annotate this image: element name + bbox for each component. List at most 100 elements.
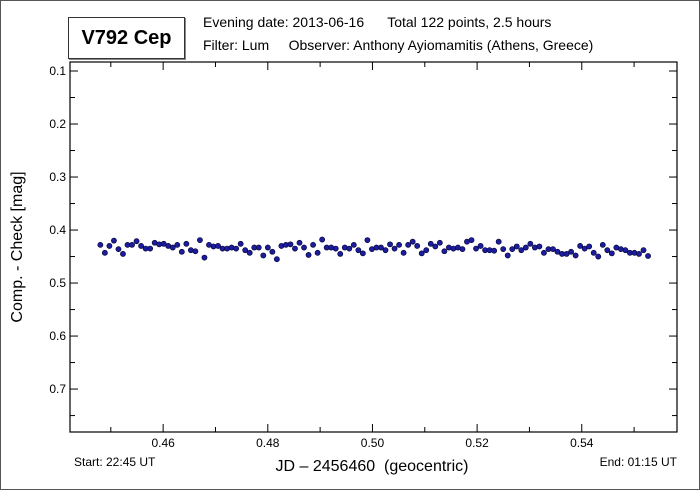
data-point <box>147 245 154 252</box>
data-point <box>405 241 412 248</box>
data-point <box>468 237 475 244</box>
data-point <box>192 248 199 255</box>
data-point <box>491 247 498 254</box>
y-tick-label: 0.4 <box>49 223 66 237</box>
data-point <box>287 241 294 248</box>
data-point <box>441 248 448 255</box>
data-point <box>459 246 466 253</box>
data-point <box>387 241 393 248</box>
data-point <box>378 244 384 251</box>
data-point <box>608 250 615 257</box>
data-point <box>500 246 507 253</box>
data-point <box>418 250 425 257</box>
data-point <box>473 245 479 252</box>
data-point <box>409 238 416 245</box>
data-point <box>246 249 253 256</box>
data-point <box>237 240 244 247</box>
data-point <box>477 243 484 249</box>
data-point <box>138 243 144 249</box>
header-line-date-points: Evening date: 2013-06-16 Total 122 point… <box>203 14 552 30</box>
data-point <box>595 253 602 260</box>
data-point <box>332 245 339 252</box>
data-point <box>636 250 642 257</box>
data-point <box>400 249 407 256</box>
data-point <box>264 244 271 251</box>
data-point <box>396 241 402 248</box>
y-tick-label: 0.3 <box>49 170 66 184</box>
data-point <box>518 247 525 254</box>
data-point <box>106 243 113 249</box>
data-point <box>586 243 593 250</box>
x-tick-label: 0.46 <box>151 436 175 450</box>
data-point <box>364 237 371 244</box>
y-tick-label: 0.5 <box>49 276 66 290</box>
data-point <box>436 239 443 246</box>
data-point <box>604 247 611 254</box>
data-point <box>201 254 208 261</box>
data-point <box>133 238 140 245</box>
y-tick-label: 0.7 <box>49 382 66 396</box>
plot-area-border <box>69 61 678 433</box>
data-point <box>509 246 516 253</box>
y-tick-label: 0.2 <box>49 117 66 131</box>
data-point <box>645 253 651 259</box>
y-tick-label: 0.1 <box>49 64 66 78</box>
data-point <box>350 241 357 248</box>
data-point <box>640 247 647 254</box>
data-point <box>301 244 307 251</box>
data-point <box>504 252 511 259</box>
data-point <box>233 245 240 252</box>
data-point <box>97 241 104 248</box>
data-point <box>242 247 249 254</box>
data-point <box>527 240 534 247</box>
data-point <box>536 243 543 250</box>
data-point <box>305 252 312 258</box>
data-point <box>414 243 421 249</box>
data-point <box>346 245 353 252</box>
data-point <box>296 239 303 246</box>
data-point <box>572 252 579 259</box>
data-point <box>169 244 176 251</box>
data-point <box>178 248 185 255</box>
data-point <box>541 249 547 256</box>
data-point <box>174 241 181 248</box>
data-point <box>550 246 556 253</box>
data-point <box>310 241 316 248</box>
data-point <box>382 247 389 254</box>
data-point <box>197 237 203 244</box>
data-point <box>522 244 529 251</box>
data-point <box>101 249 108 256</box>
data-point <box>260 252 267 259</box>
end-time: End: 01:15 UT <box>599 455 677 469</box>
data-point <box>423 247 430 254</box>
x-axis-label: JD – 2456460 (geocentric) <box>275 458 469 475</box>
data-point <box>391 245 398 252</box>
data-point <box>314 249 321 256</box>
data-point <box>577 243 584 249</box>
data-point <box>215 243 221 249</box>
data-point <box>432 243 439 250</box>
y-tick-label: 0.6 <box>49 329 66 343</box>
data-point <box>495 238 502 245</box>
data-point <box>355 247 362 254</box>
data-point <box>269 248 276 255</box>
data-point <box>111 237 117 244</box>
data-point <box>255 244 262 251</box>
data-point <box>120 250 126 257</box>
data-point <box>590 249 597 256</box>
data-point <box>568 248 574 255</box>
data-point <box>129 241 135 248</box>
data-point <box>337 250 344 257</box>
data-point <box>513 243 520 250</box>
data-point <box>319 236 326 243</box>
header-line-filter-observer: Filter: Lum Observer: Anthony Ayiomamiti… <box>203 37 594 53</box>
data-point <box>359 250 366 257</box>
x-tick-label: 0.54 <box>570 436 594 450</box>
data-point <box>599 241 606 248</box>
data-point <box>115 246 122 253</box>
x-tick-label: 0.48 <box>256 436 280 450</box>
data-point <box>427 240 434 247</box>
data-point <box>292 245 298 252</box>
data-point <box>273 256 280 263</box>
